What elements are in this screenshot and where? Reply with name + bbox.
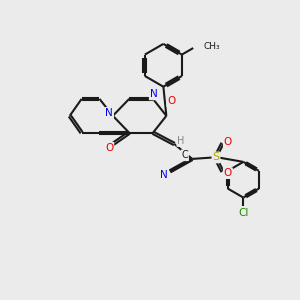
- Text: C: C: [182, 150, 188, 160]
- Text: N: N: [105, 108, 113, 118]
- Text: N: N: [150, 89, 158, 99]
- Text: S: S: [212, 152, 220, 162]
- Text: O: O: [224, 168, 232, 178]
- Text: CH₃: CH₃: [203, 42, 220, 51]
- Text: O: O: [105, 142, 113, 153]
- Text: O: O: [224, 137, 232, 147]
- Text: N: N: [160, 170, 168, 180]
- Text: O: O: [167, 96, 175, 106]
- Text: H: H: [177, 136, 184, 146]
- Text: Cl: Cl: [238, 208, 248, 218]
